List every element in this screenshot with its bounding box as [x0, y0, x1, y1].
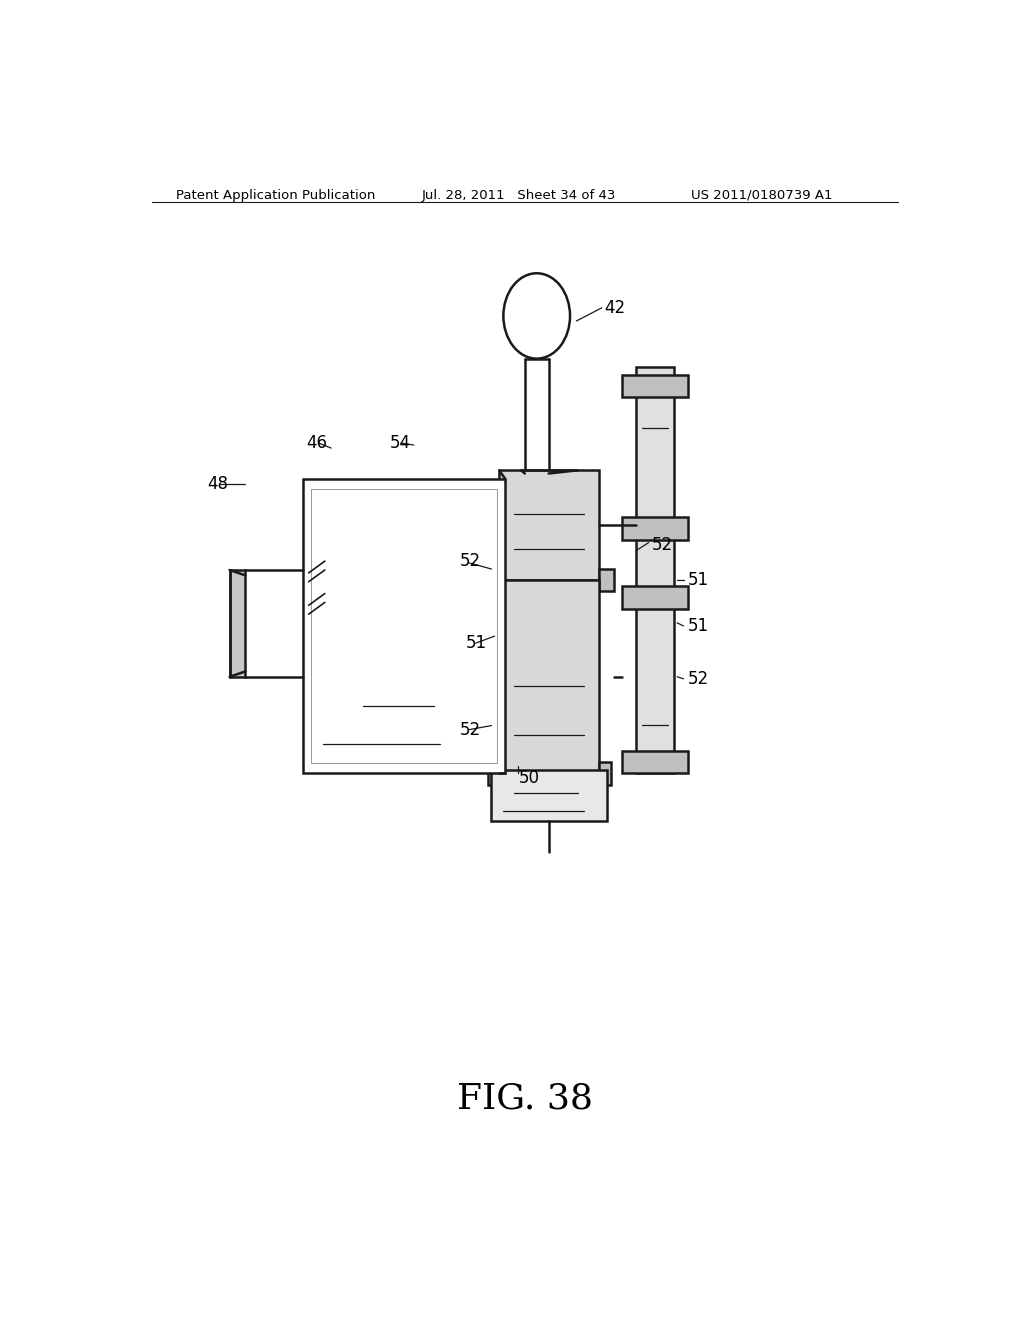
Bar	[622, 751, 688, 774]
Bar	[622, 586, 688, 609]
Bar	[599, 762, 610, 784]
Bar	[636, 367, 674, 774]
Text: FIG. 38: FIG. 38	[457, 1081, 593, 1115]
Text: 42: 42	[604, 298, 626, 317]
Bar	[310, 488, 497, 763]
Bar	[492, 771, 606, 821]
Bar	[622, 375, 688, 397]
Bar	[500, 581, 599, 774]
Text: 51: 51	[465, 634, 486, 652]
Text: 54: 54	[390, 434, 411, 451]
Text: 52: 52	[652, 536, 673, 553]
Text: 52: 52	[460, 721, 481, 739]
Text: Jul. 28, 2011   Sheet 34 of 43: Jul. 28, 2011 Sheet 34 of 43	[422, 189, 616, 202]
Bar	[483, 569, 500, 591]
Text: 52: 52	[687, 669, 709, 688]
Bar	[229, 570, 246, 677]
Bar	[622, 517, 688, 540]
Circle shape	[504, 273, 570, 359]
Text: Patent Application Publication: Patent Application Publication	[176, 189, 375, 202]
Bar	[303, 479, 505, 774]
Bar	[487, 762, 500, 784]
Text: 51: 51	[687, 616, 709, 635]
Bar	[500, 470, 599, 581]
Text: 48: 48	[207, 475, 228, 492]
Text: 50: 50	[519, 770, 541, 788]
Text: 52: 52	[460, 552, 481, 570]
Bar	[599, 569, 614, 591]
Text: 46: 46	[306, 434, 328, 451]
Text: 51: 51	[687, 572, 709, 589]
Text: US 2011/0180739 A1: US 2011/0180739 A1	[691, 189, 833, 202]
